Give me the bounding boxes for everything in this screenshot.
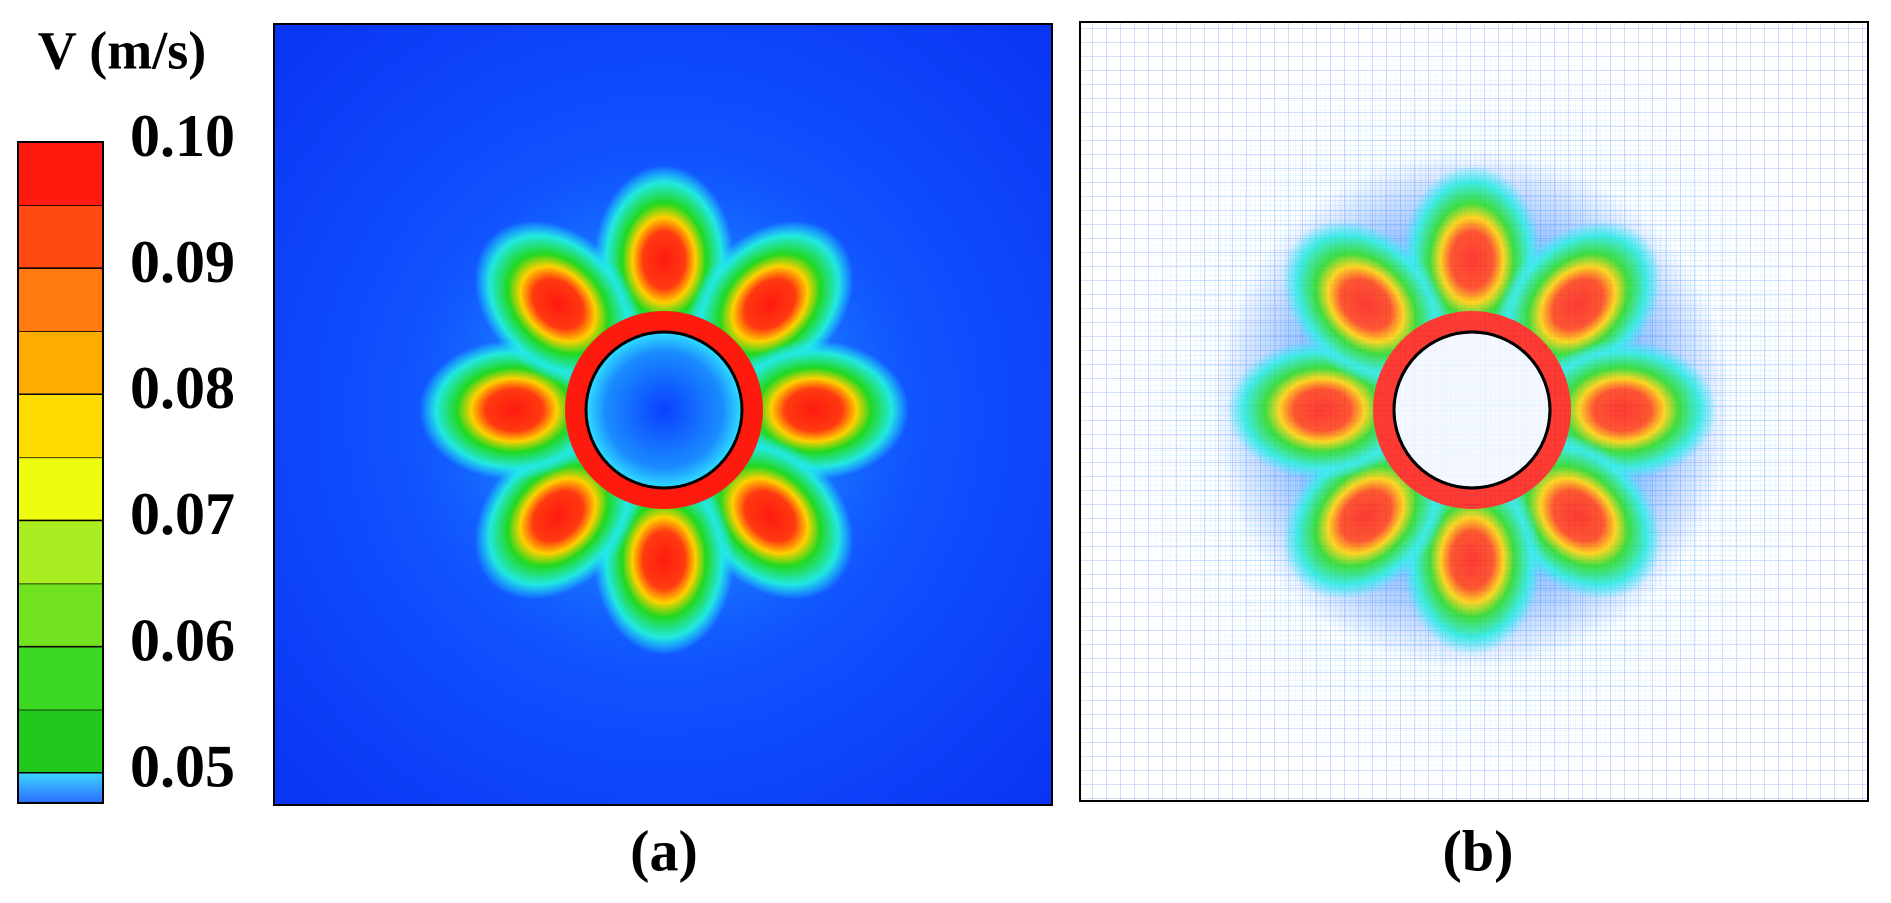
- cylinder: [1392, 330, 1552, 490]
- colorbar-tick-label: 0.10: [130, 103, 235, 169]
- panel-label: (b): [1443, 818, 1514, 883]
- colorbar-tick-label: 0.09: [130, 229, 235, 295]
- colorbar-band: [18, 394, 103, 458]
- flow-pattern: [1212, 150, 1732, 670]
- colorbar-under: [18, 772, 103, 803]
- colorbar-band: [18, 142, 103, 206]
- colorbar-band: [18, 331, 103, 395]
- ring: [1373, 311, 1571, 509]
- colorbar-title: V (m/s): [38, 20, 207, 80]
- colorbar-band: [18, 457, 103, 521]
- inner: [1394, 332, 1550, 488]
- panel-label: (a): [630, 818, 698, 883]
- colorbar-band: [18, 583, 103, 647]
- colorbar-band: [18, 646, 103, 710]
- panel-frame: [1079, 21, 1869, 802]
- panel-a: [273, 23, 1053, 806]
- colorbar-tick-label: 0.08: [130, 355, 235, 421]
- colorbar-tick-label: 0.06: [130, 607, 235, 673]
- colorbar-band: [18, 205, 103, 269]
- cylinder: [584, 330, 744, 490]
- colorbar-band: [18, 268, 103, 332]
- colorbar-frame: [17, 141, 104, 804]
- colorbar: 0.05 0.06 0.07 0.08 0.09 0.10: [17, 103, 235, 804]
- panel-b: [1079, 21, 1869, 802]
- colorbar-tick-label: 0.05: [130, 733, 235, 799]
- flow-pattern: [404, 150, 924, 670]
- colorbar-band: [18, 520, 103, 584]
- ring: [565, 311, 763, 509]
- colorbar-tick-label: 0.07: [130, 481, 235, 547]
- colorbar-band: [18, 709, 103, 773]
- inner: [586, 332, 742, 488]
